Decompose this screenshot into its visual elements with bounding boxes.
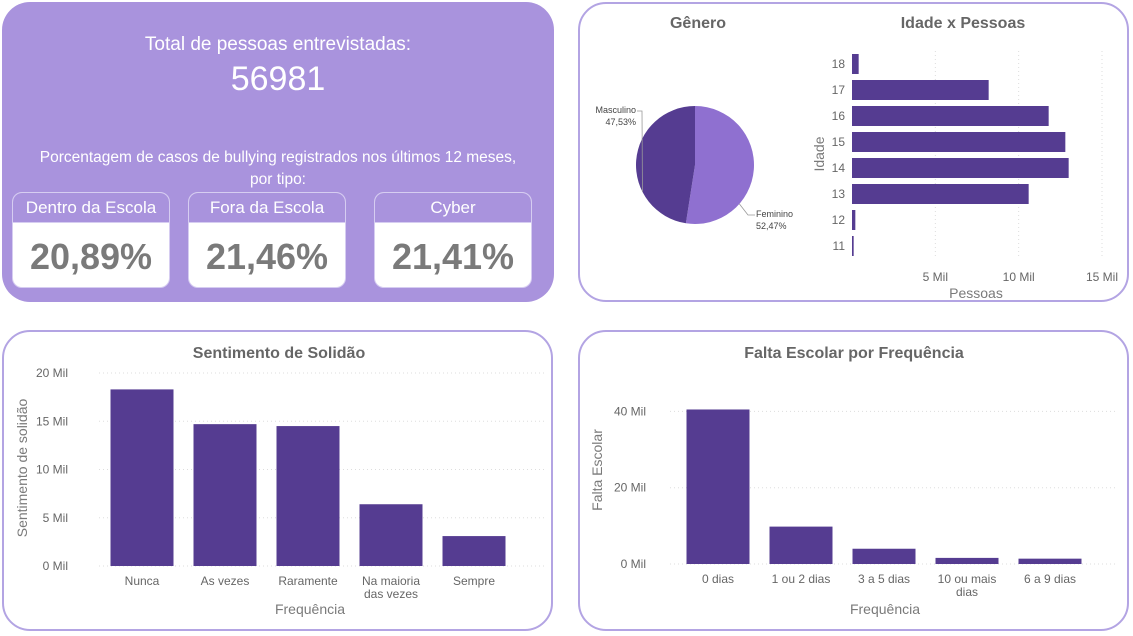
card-inside-school-value: 20,89%	[29, 236, 153, 277]
absence-x-tick-label: 0 dias	[702, 572, 734, 586]
pie-label-feminino-name: Feminino	[756, 209, 793, 219]
age-y-tick-label: 12	[832, 213, 846, 227]
age-y-tick-label: 17	[832, 83, 846, 97]
gender-age-panel: Gênero Masculino 47,53% Feminino 52,47% Ida…	[578, 2, 1129, 302]
absence-x-tick-label: dias	[956, 585, 978, 599]
loneliness-bar	[193, 424, 257, 566]
pie-label-masculino-name: Masculino	[595, 105, 636, 115]
age-y-axis-label: Idade	[811, 136, 827, 171]
absence-x-tick-label: 1 ou 2 dias	[772, 572, 831, 586]
pie-slice-masculino	[636, 106, 695, 224]
absence-chart-title: Falta Escolar por Frequência	[744, 345, 964, 362]
age-bar	[852, 54, 859, 74]
age-y-tick-label: 14	[832, 161, 846, 175]
absence-y-axis-label: Falta Escolar	[589, 429, 605, 511]
loneliness-x-tick-label: Nunca	[125, 574, 160, 588]
pie-label-masculino-value: 47,53%	[605, 117, 636, 127]
absence-bars: 0 Mil 20 Mil 40 Mil 0 dias 1 ou 2 dias 3 a 5 …	[614, 404, 1118, 599]
loneliness-bars: 0 Mil 5 Mil 10 Mil 15 Mil 20 Mil Nunca As veze…	[36, 366, 544, 601]
total-interviewed-label: Total de pessoas entrevistadas:	[144, 34, 412, 55]
loneliness-bar	[359, 504, 423, 566]
card-outside-school[interactable]: Fora da Escola 21,46%	[188, 192, 346, 288]
bullying-label-line2: por tipo:	[249, 171, 306, 188]
age-chart-title: Idade x Pessoas	[901, 15, 1026, 32]
age-y-tick-label: 13	[832, 187, 846, 201]
age-bar	[852, 106, 1049, 126]
card-inside-school[interactable]: Dentro da Escola 20,89%	[12, 192, 170, 288]
absence-panel: Falta Escolar por Frequência 0 Mil 20 Mil…	[578, 330, 1129, 631]
pie-leader-masculino	[637, 110, 643, 192]
age-bar	[852, 80, 989, 100]
age-bar-chart: 5 Mil 10 Mil 15 Mil 18 17 16 15 14 13 12 11	[832, 51, 1118, 284]
kpi-panel: Total de pessoas entrevistadas: 56981 Po…	[2, 2, 554, 302]
absence-bar	[852, 548, 916, 564]
loneliness-y-tick-label: 5 Mil	[43, 511, 68, 525]
absence-x-axis-label: Frequência	[850, 601, 920, 617]
loneliness-x-tick-label: As vezes	[201, 574, 250, 588]
loneliness-bar	[442, 536, 506, 566]
pie-slice-feminino	[685, 106, 754, 224]
loneliness-y-axis-label: Sentimento de solidão	[14, 399, 30, 538]
age-bar	[852, 236, 854, 256]
age-x-tick-label: 5 Mil	[923, 270, 948, 284]
loneliness-y-tick-label: 10 Mil	[36, 463, 68, 477]
loneliness-chart: Sentimento de Solidão 0 Mil 5 Mil 10 Mil 15…	[14, 345, 544, 617]
age-bar	[852, 132, 1066, 152]
card-outside-school-label: Fora da Escola	[189, 193, 345, 223]
age-bar	[852, 184, 1029, 204]
loneliness-panel: Sentimento de Solidão 0 Mil 5 Mil 10 Mil 15…	[2, 330, 553, 631]
age-y-tick-label: 16	[832, 109, 846, 123]
loneliness-y-tick-label: 0 Mil	[43, 559, 68, 573]
total-interviewed-value: 56981	[230, 60, 326, 98]
age-y-tick-label: 15	[832, 135, 846, 149]
absence-y-tick-label: 20 Mil	[614, 481, 646, 495]
card-inside-school-label: Dentro da Escola	[13, 193, 169, 223]
loneliness-bar	[276, 426, 340, 566]
gender-age-chart: Gênero Masculino 47,53% Feminino 52,47% Ida…	[595, 15, 1118, 300]
card-cyber-label: Cyber	[375, 193, 531, 223]
absence-bar	[686, 409, 750, 564]
card-cyber[interactable]: Cyber 21,41%	[374, 192, 532, 288]
age-bar	[852, 210, 856, 230]
loneliness-y-tick-label: 20 Mil	[36, 366, 68, 380]
loneliness-bar	[110, 389, 174, 566]
absence-y-tick-label: 0 Mil	[621, 557, 646, 571]
loneliness-x-tick-label: Sempre	[453, 574, 495, 588]
age-y-tick-label: 11	[833, 239, 846, 253]
card-cyber-value: 21,41%	[391, 236, 515, 277]
absence-chart: Falta Escolar por Frequência 0 Mil 20 Mil…	[589, 345, 1118, 617]
absence-x-tick-label: 6 a 9 dias	[1024, 572, 1076, 586]
age-y-tick-label: 18	[832, 57, 846, 71]
absence-bar	[1018, 558, 1082, 564]
bullying-percentage-label: Porcentagem de casos de bullying registr…	[2, 147, 554, 191]
absence-x-tick-label: 3 a 5 dias	[858, 572, 910, 586]
absence-bar	[935, 557, 999, 564]
pie-label-feminino-value: 52,47%	[756, 221, 787, 231]
loneliness-x-tick-label: Na maioria	[362, 574, 420, 588]
age-x-tick-label: 15 Mil	[1086, 270, 1118, 284]
absence-bar	[769, 526, 833, 564]
age-bar	[852, 158, 1069, 178]
absence-x-tick-label: 10 ou mais	[938, 572, 997, 586]
age-x-axis-label: Pessoas	[949, 285, 1003, 300]
bullying-label-line1: Porcentagem de casos de bullying registr…	[39, 149, 517, 166]
pie-leader-feminino	[739, 203, 755, 216]
loneliness-x-tick-label: Raramente	[278, 574, 338, 588]
card-outside-school-value: 21,46%	[205, 236, 329, 277]
gender-chart-title: Gênero	[670, 15, 726, 32]
loneliness-y-tick-label: 15 Mil	[36, 414, 68, 428]
loneliness-x-tick-label: das vezes	[364, 587, 418, 601]
loneliness-x-axis-label: Frequência	[275, 601, 345, 617]
loneliness-chart-title: Sentimento de Solidão	[193, 345, 366, 362]
absence-y-tick-label: 40 Mil	[614, 404, 646, 418]
age-x-tick-label: 10 Mil	[1003, 270, 1035, 284]
gender-pie: Masculino 47,53% Feminino 52,47%	[595, 105, 793, 231]
